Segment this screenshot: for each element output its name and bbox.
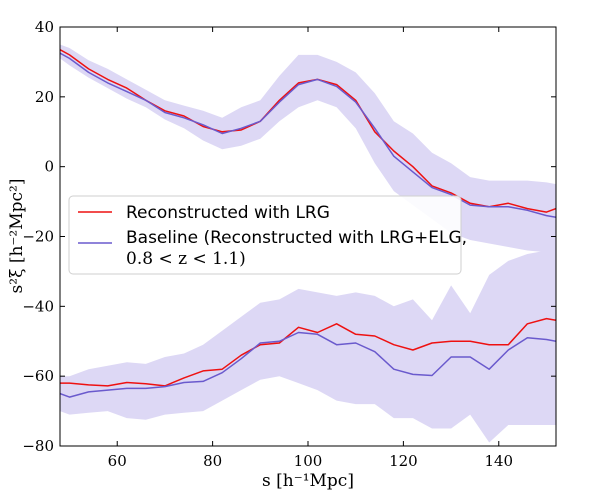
y-tick-label--40: −40	[22, 297, 54, 315]
legend-box	[68, 195, 462, 275]
x-tick-label-60: 60	[108, 452, 127, 470]
y-tick-label-0: 0	[44, 158, 54, 176]
x-tick-label-140: 140	[484, 452, 513, 470]
x-tick-label-100: 100	[294, 452, 323, 470]
legend-label-lrg: Reconstructed with LRG	[126, 203, 330, 223]
line-baseline-monopole	[60, 52, 556, 219]
line-baseline-quadrupole	[60, 331, 556, 398]
y-tick-label--20: −20	[22, 228, 54, 246]
x-axis-label: s [h⁻¹Mpc]	[262, 471, 354, 491]
y-tick-label--80: −80	[22, 437, 54, 455]
line-lrg-quadrupole	[60, 317, 556, 387]
x-tick-label-80: 80	[203, 452, 222, 470]
legend-label-baseline-range: 0.8 < z < 1.1)	[126, 249, 246, 269]
legend: Reconstructed with LRG Baseline (Reconst…	[68, 195, 467, 275]
y-tick-label-40: 40	[35, 18, 54, 36]
line-lrg-monopole	[60, 49, 556, 213]
legend-label-baseline: Baseline (Reconstructed with LRG+ELG,	[126, 228, 467, 248]
y-tick-label--60: −60	[22, 367, 54, 385]
y-axis-label: s²ξ [h⁻²Mpc²]	[7, 179, 27, 294]
x-tick-label-120: 120	[389, 452, 418, 470]
uncertainty-band-quadrupole	[60, 250, 556, 443]
y-tick-label-20: 20	[35, 88, 54, 106]
